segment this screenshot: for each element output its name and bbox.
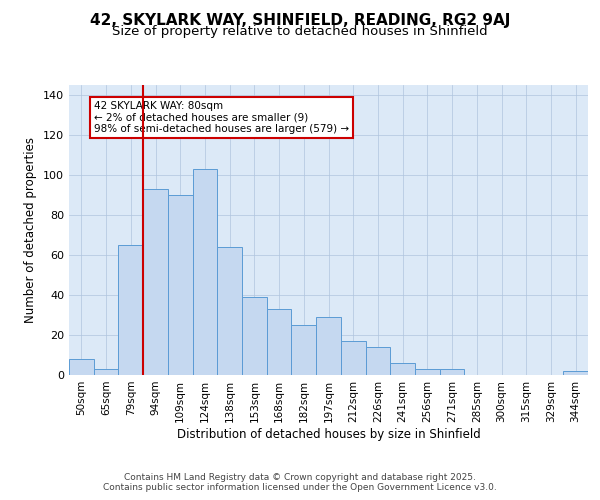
Bar xyxy=(316,317,341,375)
Bar xyxy=(563,371,588,375)
Bar xyxy=(390,363,415,375)
Text: Size of property relative to detached houses in Shinfield: Size of property relative to detached ho… xyxy=(112,25,488,38)
Bar xyxy=(365,347,390,375)
X-axis label: Distribution of detached houses by size in Shinfield: Distribution of detached houses by size … xyxy=(176,428,481,440)
Bar xyxy=(94,369,118,375)
Y-axis label: Number of detached properties: Number of detached properties xyxy=(25,137,37,323)
Bar xyxy=(217,247,242,375)
Bar xyxy=(341,341,365,375)
Bar xyxy=(440,369,464,375)
Text: 42, SKYLARK WAY, SHINFIELD, READING, RG2 9AJ: 42, SKYLARK WAY, SHINFIELD, READING, RG2… xyxy=(90,12,510,28)
Bar xyxy=(118,245,143,375)
Text: Contains HM Land Registry data © Crown copyright and database right 2025.
Contai: Contains HM Land Registry data © Crown c… xyxy=(103,473,497,492)
Bar xyxy=(415,369,440,375)
Bar xyxy=(292,325,316,375)
Bar xyxy=(69,359,94,375)
Bar xyxy=(193,169,217,375)
Bar xyxy=(143,189,168,375)
Bar xyxy=(267,309,292,375)
Bar xyxy=(242,297,267,375)
Bar xyxy=(168,195,193,375)
Text: 42 SKYLARK WAY: 80sqm
← 2% of detached houses are smaller (9)
98% of semi-detach: 42 SKYLARK WAY: 80sqm ← 2% of detached h… xyxy=(94,101,349,134)
